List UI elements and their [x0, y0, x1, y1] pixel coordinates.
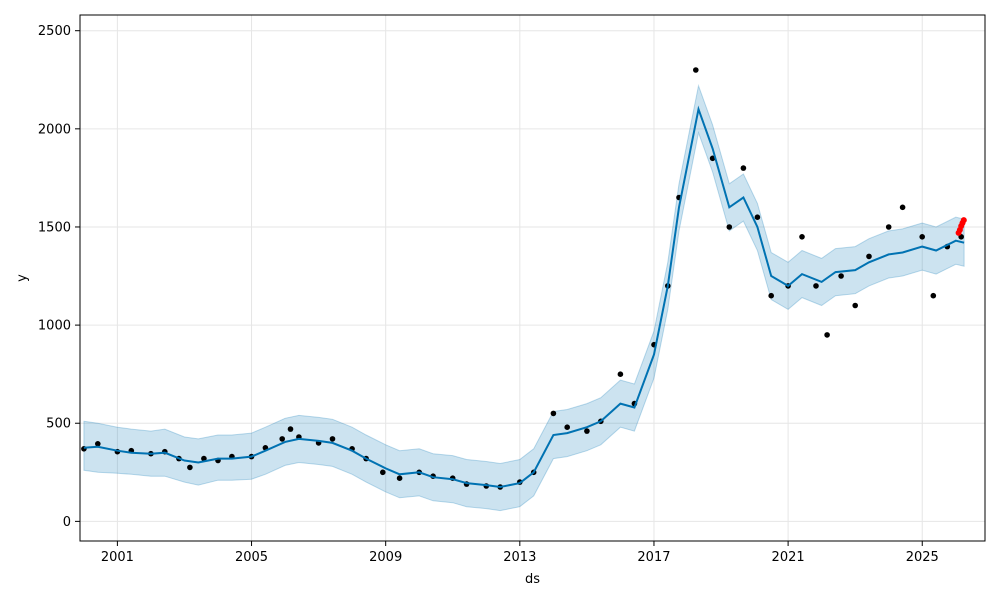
y-tick-label: 1000: [38, 319, 71, 334]
y-axis-label: y: [15, 274, 30, 282]
data-point: [930, 292, 937, 299]
data-point: [838, 273, 844, 279]
y-tick-label: 500: [46, 417, 71, 432]
y-tick-label: 1500: [38, 220, 71, 235]
data-point: [726, 224, 733, 230]
data-point: [754, 214, 761, 220]
data-point: [919, 234, 925, 240]
data-point: [329, 436, 336, 442]
x-tick-label: 2009: [369, 550, 402, 565]
data-point: [187, 464, 193, 471]
uncertainty-band-layer: [83, 83, 965, 512]
x-tick-label: 2017: [637, 550, 670, 565]
data-point: [279, 436, 286, 442]
data-point: [95, 441, 101, 447]
y-axis-ticks: 0 500 1000 1500 2000 2500: [38, 24, 80, 530]
y-tick-label: 2000: [38, 122, 71, 137]
grid-lines: [80, 15, 985, 541]
data-point: [396, 475, 403, 482]
data-point: [617, 371, 624, 378]
data-point: [813, 283, 819, 289]
data-point: [564, 424, 570, 431]
data-point: [852, 302, 858, 309]
x-tick-label: 2021: [772, 550, 805, 565]
data-point: [799, 234, 805, 240]
uncertainty-band: [83, 83, 965, 512]
y-tick-label: 2500: [38, 24, 71, 39]
x-tick-label: 2001: [101, 550, 134, 565]
x-axis-ticks: 2001 2005 2009 2013 2017 2021 2025: [101, 541, 939, 565]
data-point: [287, 426, 294, 432]
x-tick-label: 2005: [235, 550, 268, 565]
data-point: [380, 469, 386, 476]
x-axis-label: ds: [525, 572, 540, 587]
data-point: [866, 253, 872, 260]
data-point: [550, 410, 557, 417]
x-tick-label: 2025: [906, 550, 939, 565]
data-point: [885, 224, 892, 230]
forecast-line: [83, 105, 965, 489]
data-point: [201, 455, 207, 462]
data-point: [693, 67, 699, 73]
y-tick-label: 0: [63, 515, 71, 530]
plot-frame: [79, 14, 986, 542]
highlight-points-layer: [955, 217, 967, 236]
plot-background: [80, 15, 985, 541]
data-point: [768, 292, 774, 299]
data-point: [740, 165, 747, 171]
data-point: [899, 204, 906, 211]
highlight-point: [960, 217, 967, 224]
forecast-line-layer: [83, 105, 965, 489]
data-point: [584, 428, 590, 434]
data-point: [824, 332, 830, 338]
x-tick-label: 2013: [503, 550, 536, 565]
